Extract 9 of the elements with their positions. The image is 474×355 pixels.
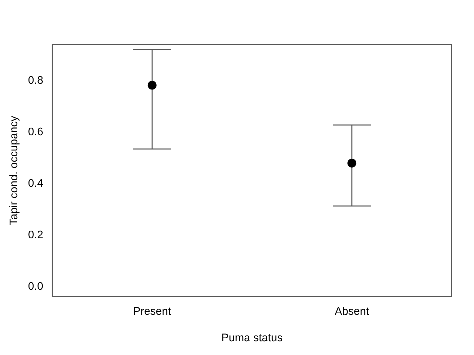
y-tick-label: 0.6 (28, 126, 44, 138)
y-axis-title: Tapir cond. occupancy (8, 116, 21, 226)
x-tick-label: Present (133, 306, 172, 318)
x-axis-title: Puma status (222, 332, 284, 344)
y-tick-label: 0.2 (28, 229, 44, 242)
y-tick-label: 0.8 (28, 75, 44, 88)
y-tick-label: 0.4 (28, 178, 44, 190)
x-tick-label: Absent (335, 306, 370, 318)
y-tick-label: 0.0 (28, 280, 44, 293)
